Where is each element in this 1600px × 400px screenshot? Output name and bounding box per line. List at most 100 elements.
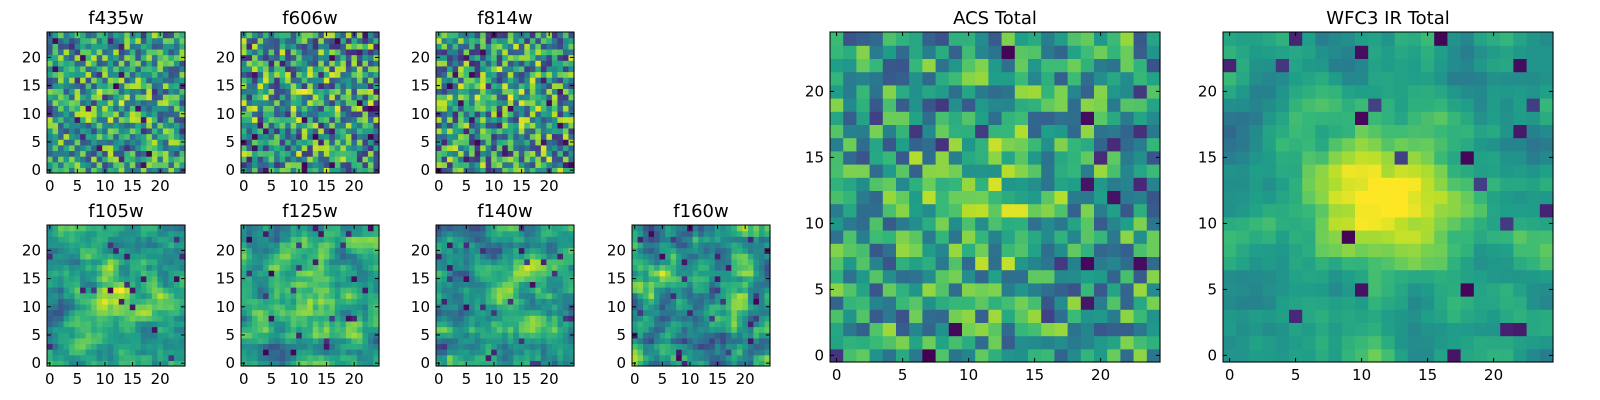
heatmap-cell — [665, 264, 672, 271]
heatmap-cell — [367, 88, 375, 95]
heatmap-cell — [307, 287, 314, 294]
heatmap-cell — [329, 133, 336, 140]
heatmap-cell — [452, 360, 459, 367]
heatmap-cell — [80, 360, 87, 367]
heatmap-cell — [129, 144, 136, 152]
heatmap-cell — [458, 264, 465, 271]
heatmap-cell — [753, 298, 760, 305]
heatmap-cell — [124, 161, 131, 168]
heatmap-cell — [441, 230, 448, 237]
heatmap-cell — [742, 343, 749, 350]
heatmap-cell — [632, 258, 639, 266]
heatmap-cell — [168, 133, 175, 140]
heatmap-cell — [113, 167, 120, 174]
heatmap-cell — [118, 275, 125, 282]
heatmap-cell — [485, 349, 492, 356]
heatmap-cell — [551, 150, 559, 157]
heatmap-cell — [173, 127, 181, 135]
heatmap-cell — [151, 150, 158, 157]
heatmap-cell — [1054, 296, 1069, 310]
heatmap-cell — [458, 77, 465, 84]
heatmap-cell — [742, 281, 749, 288]
heatmap-cell — [113, 32, 120, 39]
heatmap-cell — [518, 65, 525, 73]
heatmap-cell — [480, 298, 487, 305]
heatmap-cell — [252, 303, 259, 311]
heatmap-cell — [296, 349, 303, 356]
heatmap-cell — [654, 230, 661, 237]
heatmap-cell — [80, 230, 87, 237]
heatmap-cell — [753, 303, 760, 311]
heatmap-cell — [1014, 243, 1029, 257]
heatmap-cell — [173, 150, 181, 157]
heatmap-cell — [345, 292, 352, 299]
heatmap-cell — [69, 360, 76, 367]
heatmap-cell — [562, 320, 570, 328]
heatmap-cell — [102, 156, 109, 163]
heatmap-cell — [922, 256, 937, 271]
x-tick-label: 5 — [73, 177, 83, 195]
heatmap-cell — [681, 332, 688, 339]
heatmap-cell — [491, 37, 498, 44]
heatmap-cell — [290, 82, 297, 89]
heatmap-cell — [452, 349, 459, 356]
heatmap-cell — [480, 230, 487, 237]
heatmap-cell — [323, 150, 330, 157]
heatmap-cell — [91, 150, 98, 157]
heatmap-cell — [373, 127, 380, 135]
heatmap-cell — [329, 127, 336, 135]
heatmap-cell — [323, 110, 330, 118]
heatmap-cell — [518, 264, 525, 271]
heatmap-cell — [714, 349, 721, 356]
heatmap-cell — [151, 349, 158, 356]
heatmap-cell — [692, 281, 699, 288]
heatmap-cell — [436, 270, 443, 277]
heatmap-cell — [362, 264, 369, 271]
heatmap-cell — [173, 270, 181, 277]
heatmap-cell — [535, 65, 542, 73]
heatmap-cell — [736, 281, 743, 288]
heatmap-cell — [1133, 256, 1148, 271]
heatmap-cell — [458, 139, 465, 146]
heatmap-cell — [535, 127, 542, 135]
heatmap-cell — [168, 37, 175, 44]
heatmap-cell — [562, 360, 570, 367]
heatmap-cell — [513, 54, 520, 61]
heatmap-cell — [329, 298, 336, 305]
heatmap-cell — [1080, 230, 1095, 244]
heatmap-cell — [52, 105, 59, 112]
heatmap-cell — [540, 161, 547, 168]
heatmap-cell — [252, 94, 259, 101]
heatmap-cell — [241, 326, 248, 333]
heatmap-cell — [146, 326, 153, 333]
heatmap-cell — [340, 88, 347, 95]
heatmap-cell — [290, 349, 297, 356]
heatmap-cell — [162, 315, 170, 322]
heatmap-cell — [568, 156, 575, 163]
heatmap-cell — [279, 139, 286, 146]
heatmap-cell — [268, 150, 275, 157]
heatmap-cell — [557, 292, 564, 299]
heatmap-cell — [290, 105, 297, 112]
heatmap-cell — [703, 241, 710, 249]
heatmap-cell — [485, 94, 492, 101]
heatmap-cell — [329, 354, 336, 361]
heatmap-cell — [643, 360, 650, 367]
y-tick-label: 10 — [411, 105, 430, 123]
heatmap-cell — [869, 177, 884, 191]
heatmap-cell — [80, 167, 87, 174]
x-tick-label: 10 — [95, 370, 114, 388]
heatmap-cell — [480, 116, 487, 123]
heatmap-cell — [296, 105, 303, 112]
heatmap-cell — [179, 48, 186, 56]
heatmap-cell — [463, 156, 470, 163]
heatmap-cell — [632, 253, 639, 260]
heatmap-cell — [69, 54, 76, 61]
heatmap-cell — [69, 88, 76, 95]
heatmap-cell — [698, 292, 705, 299]
heatmap-cell — [63, 241, 70, 249]
heatmap-cell — [529, 287, 536, 294]
heatmap-cell — [246, 48, 253, 56]
heatmap-cell — [665, 315, 672, 322]
heatmap-cell — [637, 281, 644, 288]
